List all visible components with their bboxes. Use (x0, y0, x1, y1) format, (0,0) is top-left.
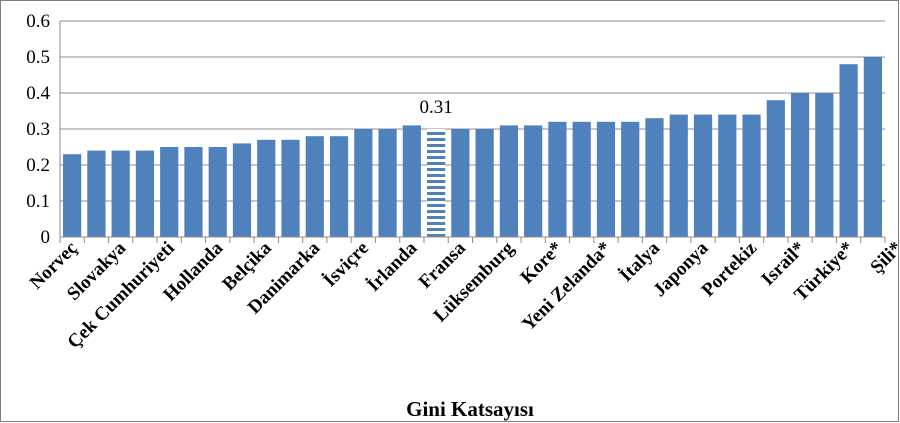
bar (427, 129, 446, 237)
bar (524, 125, 543, 237)
data-labels: 0.31 (419, 97, 452, 118)
bar (402, 125, 421, 237)
bar (645, 118, 664, 237)
y-tick-label: 0.3 (26, 119, 50, 140)
y-tick-label: 0.6 (26, 11, 50, 32)
x-category-label: İrlanda (363, 237, 422, 296)
bar (232, 143, 252, 237)
bar (63, 154, 82, 237)
x-axis-title: Gini Katsayısı (406, 397, 534, 421)
y-tick-label: 0 (41, 227, 51, 248)
bar (596, 121, 616, 237)
bar (693, 114, 713, 237)
bar (766, 100, 785, 237)
axes (59, 21, 886, 243)
bar (135, 150, 155, 237)
bar (742, 114, 761, 237)
bar (451, 129, 470, 237)
bar (669, 114, 688, 237)
bar (160, 147, 179, 237)
y-tick-label: 0.1 (26, 191, 50, 212)
bars-group (63, 57, 882, 237)
bar (499, 125, 518, 237)
bar (475, 129, 494, 237)
bar (305, 136, 324, 237)
bar (548, 121, 567, 237)
bar (281, 139, 300, 237)
bar (354, 129, 373, 237)
y-tick-labels: 0 0.1 0.2 0.3 0.4 0.5 0.6 (26, 11, 50, 248)
x-category-label: Şili* (866, 238, 900, 278)
bar (839, 64, 858, 237)
bar (208, 147, 227, 237)
y-tick-label: 0.5 (26, 47, 50, 68)
bar (257, 139, 276, 237)
data-label: 0.31 (419, 97, 452, 118)
bar (863, 57, 882, 237)
bar (718, 114, 737, 237)
bar (87, 150, 106, 237)
bar (111, 150, 130, 237)
bar (572, 121, 591, 237)
bar (621, 121, 640, 237)
y-tick-label: 0.4 (26, 83, 50, 104)
bar (790, 93, 810, 237)
bar (815, 93, 834, 237)
bar (184, 147, 203, 237)
x-category-label: Portekiz (698, 237, 762, 301)
y-tick-label: 0.2 (26, 155, 50, 176)
bar (378, 129, 397, 237)
grid-lines (60, 20, 885, 238)
bar (329, 136, 349, 237)
